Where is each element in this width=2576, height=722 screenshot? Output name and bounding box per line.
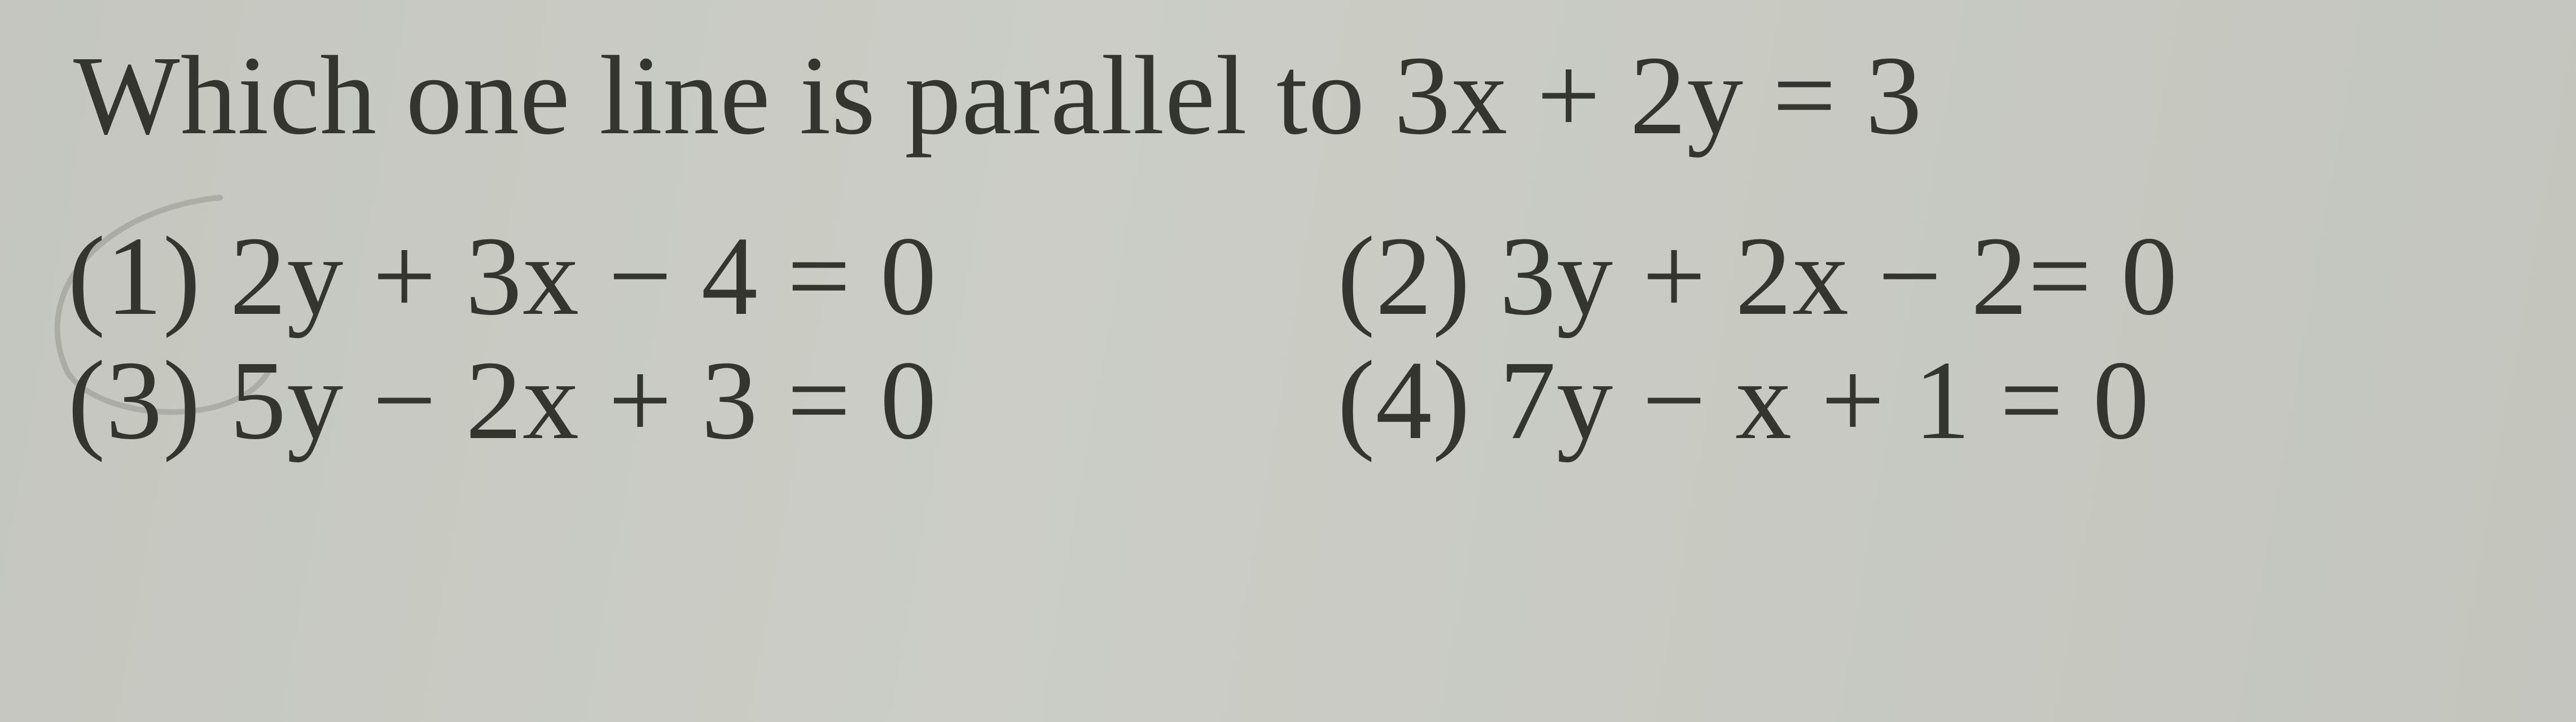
question-text: Which one line is parallel to 3x + 2y = … [73,40,1923,152]
options-row-1: (1) 2y + 3x − 4 = 0 (2) 3y + 2x − 2= 0 [68,215,2494,339]
option-expression: 3y + 2x − 2= 0 [1499,214,2178,339]
option-label: (4) [1337,338,1471,463]
option-1: (1) 2y + 3x − 4 = 0 [68,215,1337,339]
option-expression: 2y + 3x − 4 = 0 [230,214,937,339]
exam-page: Which one line is parallel to 3x + 2y = … [0,0,2576,722]
options-row-2: (3) 5y − 2x + 3 = 0 (4) 7y − x + 1 = 0 [68,339,2494,463]
option-4: (4) 7y − x + 1 = 0 [1337,339,2466,463]
option-label: (2) [1337,214,1471,339]
option-expression: 7y − x + 1 = 0 [1499,338,2149,463]
option-3: (3) 5y − 2x + 3 = 0 [68,339,1337,463]
options-grid: (1) 2y + 3x − 4 = 0 (2) 3y + 2x − 2= 0 (… [68,215,2494,463]
option-2: (2) 3y + 2x − 2= 0 [1337,215,2466,339]
option-label: (3) [68,338,201,463]
option-label: (1) [68,214,201,339]
option-expression: 5y − 2x + 3 = 0 [230,338,937,463]
